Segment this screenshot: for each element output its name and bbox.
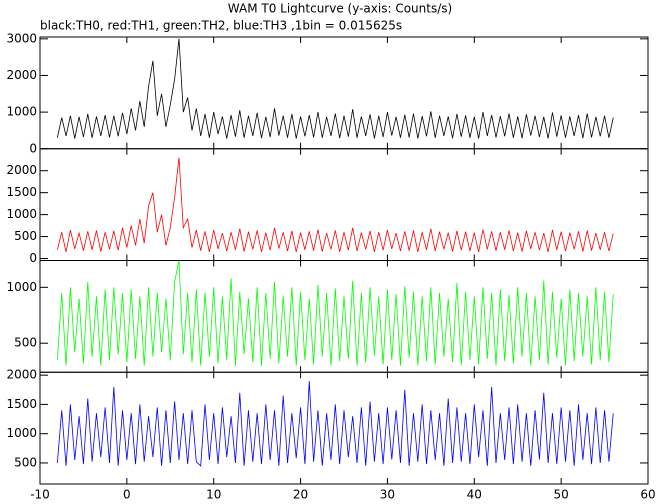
chart-title: WAM T0 Lightcurve (y-axis: Counts/s): [228, 2, 452, 16]
x-tick-label: 0: [123, 488, 131, 502]
y-tick-label: 2000: [6, 68, 37, 82]
y-tick-label: 1000: [6, 280, 37, 294]
y-tick-label: 1500: [6, 185, 37, 199]
x-tick-label: 60: [640, 488, 655, 502]
light-curve: [56, 260, 614, 366]
light-curve: [56, 381, 614, 467]
x-tick-label: 30: [380, 488, 395, 502]
y-tick-label: 500: [14, 336, 37, 350]
y-tick-label: 2000: [6, 163, 37, 177]
x-tick-label: -10: [30, 488, 50, 502]
y-tick-label: 3000: [6, 31, 37, 45]
y-tick-label: 0: [29, 251, 37, 265]
panel-frame: [39, 148, 649, 261]
y-tick-label: 1000: [6, 207, 37, 221]
y-tick-label: 500: [14, 229, 37, 243]
x-tick-label: 10: [206, 488, 221, 502]
y-tick-label: 1000: [6, 426, 37, 440]
panel-frame: [39, 36, 649, 150]
x-tick-label: 40: [467, 488, 482, 502]
y-tick-label: 1500: [6, 397, 37, 411]
y-tick-label: 1000: [6, 105, 37, 119]
y-tick-label: 500: [14, 455, 37, 469]
panel-frame: [39, 371, 649, 485]
y-tick-label: 2000: [6, 368, 37, 382]
x-tick-label: 50: [554, 488, 569, 502]
light-curve: [56, 157, 614, 253]
y-tick-label: 0: [29, 141, 37, 155]
light-curve: [56, 38, 614, 139]
x-tick-label: 20: [293, 488, 308, 502]
chart-subtitle: black:TH0, red:TH1, green:TH2, blue:TH3 …: [40, 19, 402, 33]
